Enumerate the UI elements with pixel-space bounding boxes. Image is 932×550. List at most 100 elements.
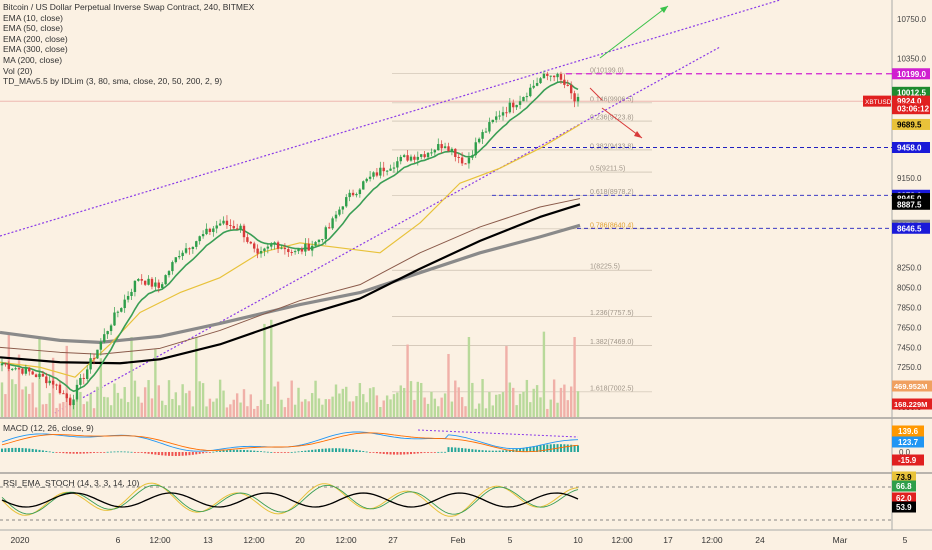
candle-body (430, 152, 433, 154)
macd-histogram-bar (457, 447, 460, 452)
volume-tag-bg (892, 398, 932, 410)
candle-body (365, 178, 368, 182)
volume-bar (464, 406, 467, 417)
candle-body (556, 73, 559, 78)
candle-body (396, 161, 399, 168)
candle-body (297, 249, 300, 252)
volume-bar (116, 392, 120, 417)
candle-body (457, 156, 460, 158)
volume-bar (198, 381, 201, 417)
macd-histogram-bar (297, 451, 300, 453)
macd-histogram-bar (542, 444, 545, 452)
rsi-label[interactable]: RSI_EMA_STOCH (14, 3, 3, 14, 10) (3, 478, 140, 488)
volume-bar (7, 333, 11, 417)
candle-body (409, 156, 413, 161)
volume-bar (150, 398, 154, 417)
volume-bar (535, 385, 539, 417)
volume-bar (181, 384, 184, 417)
macd-histogram-bar (341, 448, 344, 452)
volume-bar (402, 387, 406, 417)
macd-tag-label: 123.7 (898, 438, 919, 447)
volume-bar (212, 401, 215, 417)
candle-body (7, 363, 11, 369)
macd-histogram-bar (127, 451, 130, 453)
macd-histogram-bar (55, 452, 58, 453)
candle-body (72, 399, 75, 405)
macd-label[interactable]: MACD (12, 26, close, 9) (3, 423, 94, 433)
candle-body (334, 214, 338, 219)
volume-bar (191, 406, 195, 417)
candle-body (113, 312, 116, 326)
legend-ema50[interactable]: EMA (50, close) (3, 23, 63, 34)
candle-body (351, 192, 355, 196)
macd-histogram-bar (566, 444, 569, 452)
macd-histogram-bar (433, 452, 436, 453)
volume-bar (246, 406, 249, 417)
macd-histogram-bar (225, 450, 228, 452)
macd-histogram-bar (48, 451, 51, 453)
price-tag-label: 10199.0 (897, 70, 926, 79)
candle-body (109, 325, 113, 332)
candle-body (198, 236, 201, 242)
macd-histogram-bar (205, 452, 208, 453)
candle-body (454, 148, 457, 157)
macd-histogram-bar (437, 451, 440, 453)
volume-bar (481, 379, 484, 417)
candle-body (28, 367, 31, 372)
macd-histogram-bar (253, 450, 256, 452)
x-tick-label: 12:00 (335, 535, 357, 545)
legend-ema10[interactable]: EMA (10, close) (3, 12, 63, 23)
price-tag-bg (892, 222, 930, 234)
macd-histogram-bar (260, 451, 263, 453)
candle-body (48, 380, 51, 384)
legend-ema200[interactable]: EMA (200, close) (3, 33, 68, 44)
price-tag-bg (892, 103, 930, 115)
macd-histogram-bar (79, 452, 82, 454)
rsi-tag-label: 66.8 (896, 482, 912, 491)
candle-body (140, 279, 143, 281)
volume-bar (512, 387, 515, 417)
x-tick-label: 12:00 (243, 535, 265, 545)
macd-histogram-bar (573, 445, 576, 452)
volume-bar (273, 386, 276, 417)
legend-vol[interactable]: Vol (20) (3, 65, 33, 76)
macd-histogram-bar (212, 451, 215, 453)
candle-body (358, 189, 362, 195)
candle-body (420, 154, 423, 157)
candle-body (559, 73, 563, 80)
legend-ma200[interactable]: MA (200, close) (3, 54, 63, 65)
legend-ema300[interactable]: EMA (300, close) (3, 44, 68, 55)
volume-bar (82, 404, 85, 417)
candle-body (293, 251, 297, 253)
volume-bar (130, 337, 133, 417)
candle-body (225, 220, 229, 226)
macd-histogram-bar (263, 451, 266, 453)
arrow-head-down (634, 131, 642, 138)
macd-histogram-bar (444, 451, 447, 453)
candle-body (331, 218, 334, 229)
macd-histogram-bar (307, 450, 310, 452)
macd-histogram-bar (478, 449, 481, 452)
volume-bar (576, 391, 580, 417)
candle-body (495, 116, 498, 120)
candle-body (276, 242, 280, 249)
candle-body (287, 249, 290, 253)
x-tick-label: 12:00 (701, 535, 723, 545)
macd-histogram-bar (280, 452, 283, 453)
candle-body (154, 282, 157, 287)
macd-histogram-bar (82, 452, 85, 454)
legend-td-ma[interactable]: TD_MAv5.5 by IDLim (3, 80, sma, close, 2… (3, 76, 223, 87)
fib-label: 0.146(9906.5) (590, 96, 634, 103)
macd-histogram-bar (58, 452, 61, 453)
macd-histogram-bar (488, 450, 491, 452)
candle-body (86, 369, 89, 379)
volume-bar (300, 401, 304, 417)
volume-bar (549, 399, 552, 417)
macd-histogram-bar (106, 451, 109, 453)
volume-bar (321, 404, 324, 417)
macd-histogram-bar (273, 452, 276, 453)
candle-body (273, 242, 276, 245)
macd-tag-bg (892, 425, 924, 437)
